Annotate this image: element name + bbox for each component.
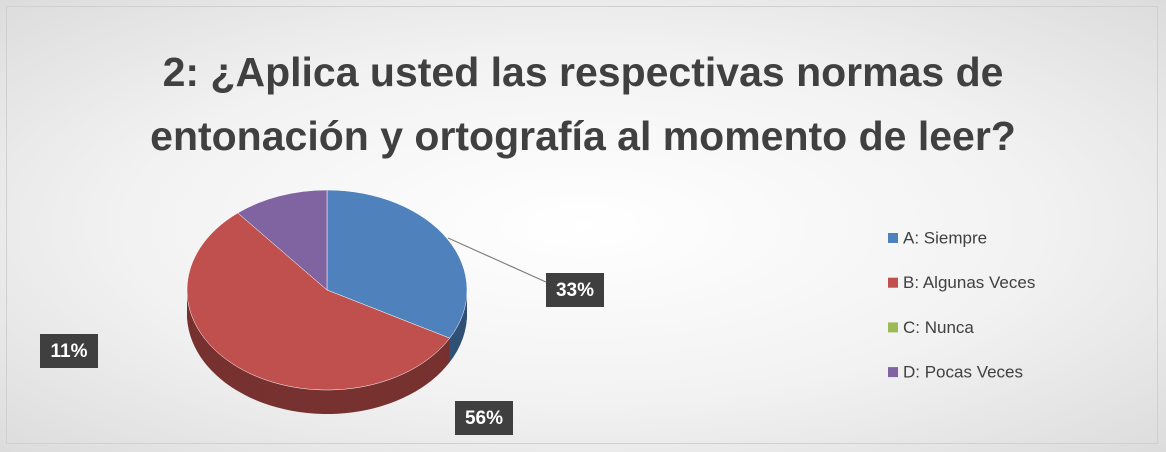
pie-slice xyxy=(186,212,451,391)
data-label-box xyxy=(455,401,513,435)
data-label: 11% xyxy=(51,341,88,362)
legend-swatch xyxy=(888,233,898,243)
chart-title: 2: ¿Aplica usted las respectivas normas … xyxy=(150,49,1016,159)
data-label: 33% xyxy=(556,280,594,301)
data-label-box xyxy=(40,334,98,368)
legend-label: B: Algunas Veces xyxy=(903,273,1035,292)
legend-label: C: Nunca xyxy=(903,318,974,337)
pie-slice xyxy=(326,189,468,339)
legend-swatch xyxy=(888,367,898,378)
data-label-box xyxy=(546,273,604,307)
legend-label: D: Pocas Veces xyxy=(903,363,1023,382)
leader-line xyxy=(447,237,547,283)
data-label: 56% xyxy=(465,408,503,429)
legend-swatch xyxy=(888,277,898,288)
chart-border xyxy=(6,6,1158,444)
legend-swatch xyxy=(888,322,898,333)
pie-slice xyxy=(237,189,328,291)
legend-label: A: Siempre xyxy=(903,228,987,247)
